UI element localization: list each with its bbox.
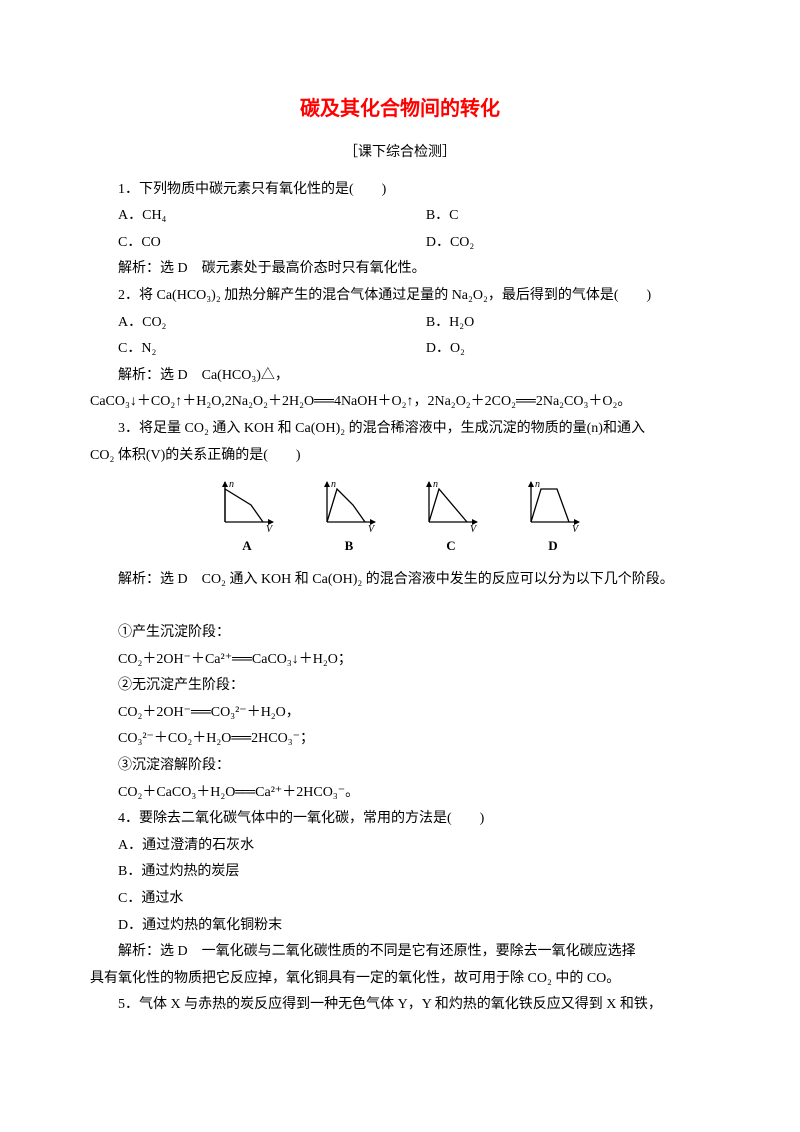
- q3-blank: [90, 593, 710, 620]
- q3-stage2: ②无沉淀产生阶段：: [90, 673, 710, 700]
- q2-options-row2: C．N₂ D．O₂: [90, 336, 710, 363]
- q3-explanation: 解析：选 D CO₂ 通入 KOH 和 Ca(OH)₂ 的混合溶液中发生的反应可…: [90, 567, 710, 594]
- chart-D-label: D: [548, 534, 557, 559]
- q3-stem-1: 3．将足量 CO₂ 通入 KOH 和 Ca(OH)₂ 的混合稀溶液中，生成沉淀的…: [90, 416, 710, 443]
- charts-row: nV A nV B nV C nV D: [90, 477, 710, 559]
- q3-stem-2: CO₂ 体积(V)的关系正确的是( ): [90, 443, 710, 470]
- q3-eq1: CO₂＋2OH⁻＋Ca²⁺══CaCO₃↓＋H₂O；: [90, 647, 710, 674]
- q3-stage3: ③沉淀溶解阶段：: [90, 753, 710, 780]
- page-subtitle: ［课下综合检测］: [90, 140, 710, 167]
- q2-stem: 2．将 Ca(HCO₃)₂ 加热分解产生的混合气体通过足量的 Na₂O₂，最后得…: [90, 283, 710, 310]
- q1-explanation: 解析：选 D 碳元素处于最高价态时只有氧化性。: [90, 256, 710, 283]
- svg-text:n: n: [331, 479, 336, 490]
- q4-optC: C．通过水: [90, 886, 710, 913]
- chart-A-svg: nV: [211, 477, 283, 532]
- chart-C-svg: nV: [415, 477, 487, 532]
- q4-optD: D．通过灼热的氧化铜粉末: [90, 913, 710, 940]
- chart-C: nV C: [415, 477, 487, 559]
- q2-explanation-1: 解析：选 D Ca(HCO₃)△，: [90, 363, 710, 390]
- svg-text:V: V: [572, 524, 580, 532]
- svg-text:V: V: [470, 524, 478, 532]
- q4-stem: 4．要除去二氧化碳气体中的一氧化碳，常用的方法是( ): [90, 806, 710, 833]
- q4-explanation-1: 解析：选 D 一氧化碳与二氧化碳性质的不同是它有还原性，要除去一氧化碳应选择: [90, 939, 710, 966]
- q1-options-row1: A．CH₄ B．C: [90, 203, 710, 230]
- q2-optD: D．O₂: [426, 336, 710, 363]
- q3-eq2a: CO₂＋2OH⁻══CO₃²⁻＋H₂O，: [90, 700, 710, 727]
- svg-text:n: n: [229, 479, 234, 490]
- q1-stem: 1．下列物质中碳元素只有氧化性的是( ): [90, 177, 710, 204]
- q3-eq2b: CO₃²⁻＋CO₂＋H₂O══2HCO₃⁻；: [90, 726, 710, 753]
- q1-optC: C．CO: [118, 230, 426, 257]
- svg-text:V: V: [266, 524, 274, 532]
- svg-text:V: V: [368, 524, 376, 532]
- chart-A-label: A: [242, 534, 251, 559]
- q3-eq3: CO₂＋CaCO₃＋H₂O══Ca²⁺＋2HCO₃⁻。: [90, 780, 710, 807]
- svg-text:n: n: [535, 479, 540, 490]
- q4-optB: B．通过灼热的炭层: [90, 859, 710, 886]
- q3-stage1: ①产生沉淀阶段：: [90, 620, 710, 647]
- q2-optB: B．H₂O: [426, 310, 710, 337]
- chart-D-svg: nV: [517, 477, 589, 532]
- chart-B-label: B: [345, 534, 354, 559]
- q1-optA: A．CH₄: [118, 203, 426, 230]
- q5-stem: 5．气体 X 与赤热的炭反应得到一种无色气体 Y，Y 和灼热的氧化铁反应又得到 …: [90, 992, 710, 1019]
- chart-D: nV D: [517, 477, 589, 559]
- q1-optD: D．CO₂: [426, 230, 710, 257]
- svg-text:n: n: [433, 479, 438, 490]
- chart-B-svg: nV: [313, 477, 385, 532]
- q2-options-row1: A．CO₂ B．H₂O: [90, 310, 710, 337]
- q1-options-row2: C．CO D．CO₂: [90, 230, 710, 257]
- chart-B: nV B: [313, 477, 385, 559]
- q2-explanation-2: CaCO₃↓＋CO₂↑＋H₂O,2Na₂O₂＋2H₂O══4NaOH＋O₂↑，2…: [90, 389, 710, 416]
- chart-C-label: C: [446, 534, 455, 559]
- q2-optC: C．N₂: [118, 336, 426, 363]
- q4-optA: A．通过澄清的石灰水: [90, 833, 710, 860]
- q1-optB: B．C: [426, 203, 710, 230]
- page-container: 碳及其化合物间的转化 ［课下综合检测］ 1．下列物质中碳元素只有氧化性的是( )…: [0, 0, 800, 1079]
- chart-A: nV A: [211, 477, 283, 559]
- q4-explanation-2: 具有氧化性的物质把它反应掉，氧化铜具有一定的氧化性，故可用于除 CO₂ 中的 C…: [90, 966, 710, 993]
- q2-optA: A．CO₂: [118, 310, 426, 337]
- page-title: 碳及其化合物间的转化: [90, 90, 710, 128]
